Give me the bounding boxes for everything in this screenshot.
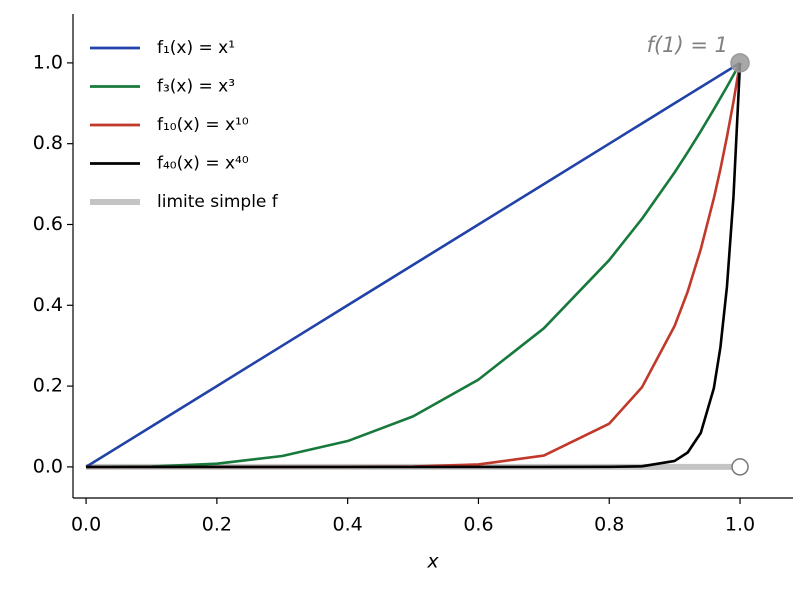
series-line xyxy=(85,61,741,468)
legend-label: limite simple f xyxy=(157,192,279,212)
x-tick-label: 0.4 xyxy=(333,514,363,536)
y-tick-label: 0.2 xyxy=(33,375,63,397)
x-tick-label: 1.0 xyxy=(725,514,755,536)
annotation: f(1) = 1 xyxy=(647,33,728,57)
x-axis-label: x xyxy=(426,551,439,573)
y-tick-label: 0.4 xyxy=(33,294,63,316)
x-tick-label: 0.2 xyxy=(202,514,232,536)
legend-label: f₁₀(x) = x¹⁰ xyxy=(157,115,249,135)
series-line xyxy=(86,62,742,469)
series-line xyxy=(86,62,742,469)
legend-label: f₄₀(x) = x⁴⁰ xyxy=(157,154,249,174)
marker xyxy=(731,458,749,476)
y-tick-label: 0.0 xyxy=(33,455,63,477)
legend-label: f₃(x) = x³ xyxy=(157,77,235,97)
x-tick-label: 0.6 xyxy=(463,514,493,536)
x-tick-label: 0.8 xyxy=(594,514,624,536)
x-tick-label: 0.0 xyxy=(71,514,101,536)
y-tick-label: 0.6 xyxy=(33,213,63,235)
marker xyxy=(730,53,750,73)
legend-label: f₁(x) = x¹ xyxy=(157,38,235,58)
y-tick-label: 1.0 xyxy=(33,51,63,73)
y-tick-label: 0.8 xyxy=(33,132,63,154)
